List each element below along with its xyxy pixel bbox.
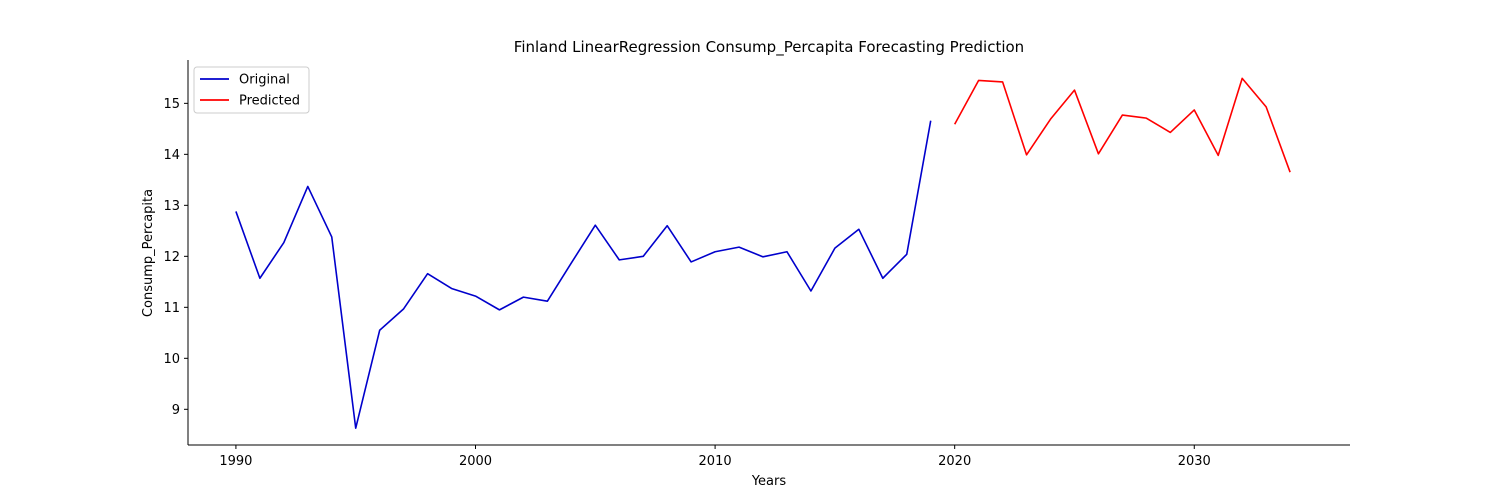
y-axis-label: Consump_Percapita: [141, 189, 156, 317]
series-line-predicted: [953, 77, 1291, 173]
plot-area: [235, 77, 1291, 429]
y-tick-label: 9: [172, 403, 180, 418]
y-tick-label: 10: [163, 352, 180, 367]
legend-label-original: Original: [239, 73, 290, 88]
y-tick-label: 15: [163, 97, 180, 112]
y-tick-label: 12: [163, 250, 180, 265]
x-axis-label: Years: [751, 474, 787, 489]
y-tick-label: 11: [163, 301, 180, 316]
x-tick-label: 1990: [219, 454, 252, 469]
x-tick-label: 2020: [938, 454, 971, 469]
y-tick-label: 13: [163, 199, 180, 214]
legend-label-predicted: Predicted: [239, 94, 300, 109]
y-axis: 9 10 11 12 13 14 15: [163, 60, 189, 445]
series-line-original: [235, 120, 932, 429]
y-tick-label: 14: [163, 148, 180, 163]
x-axis: 1990 2000 2010 2020 2030: [188, 444, 1350, 469]
x-tick-label: 2000: [459, 454, 492, 469]
x-tick-label: 2030: [1178, 454, 1211, 469]
chart-title: Finland LinearRegression Consump_Percapi…: [514, 38, 1024, 57]
legend: Original Predicted: [193, 66, 310, 114]
x-tick-label: 2010: [699, 454, 732, 469]
